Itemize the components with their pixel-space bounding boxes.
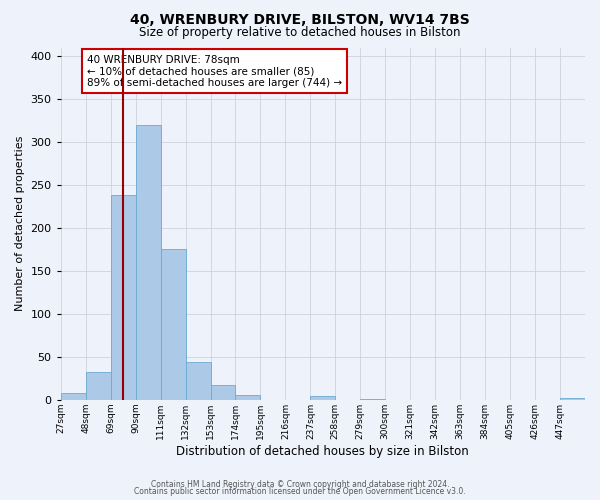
Bar	[310, 396, 335, 400]
Bar	[86, 372, 110, 400]
Bar	[361, 399, 385, 400]
Text: 40 WRENBURY DRIVE: 78sqm
← 10% of detached houses are smaller (85)
89% of semi-d: 40 WRENBURY DRIVE: 78sqm ← 10% of detach…	[87, 54, 342, 88]
Bar	[161, 250, 185, 400]
Text: 40, WRENBURY DRIVE, BILSTON, WV14 7BS: 40, WRENBURY DRIVE, BILSTON, WV14 7BS	[130, 12, 470, 26]
Bar	[211, 385, 235, 400]
X-axis label: Distribution of detached houses by size in Bilston: Distribution of detached houses by size …	[176, 444, 469, 458]
Text: Size of property relative to detached houses in Bilston: Size of property relative to detached ho…	[139, 26, 461, 39]
Bar	[185, 362, 211, 400]
Y-axis label: Number of detached properties: Number of detached properties	[15, 136, 25, 312]
Text: Contains HM Land Registry data © Crown copyright and database right 2024.: Contains HM Land Registry data © Crown c…	[151, 480, 449, 489]
Bar	[136, 125, 161, 400]
Bar	[235, 396, 260, 400]
Bar	[560, 398, 585, 400]
Bar	[61, 393, 86, 400]
Bar	[110, 196, 136, 400]
Text: Contains public sector information licensed under the Open Government Licence v3: Contains public sector information licen…	[134, 488, 466, 496]
